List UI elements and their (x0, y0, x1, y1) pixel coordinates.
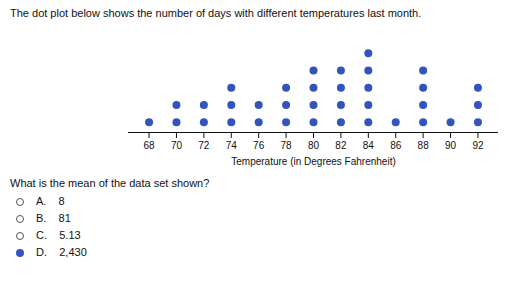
html-text:The dot plot below shows the n: The dot plot below shows the number of d… (10, 7, 422, 19)
svg-text:68: 68 (143, 140, 155, 151)
svg-text:80: 80 (308, 140, 320, 151)
svg-text:Temperature (in Degrees Fahren: Temperature (in Degrees Fahrenheit) (231, 156, 396, 167)
svg-text:72: 72 (198, 140, 210, 151)
svg-text:78: 78 (281, 140, 293, 151)
svg-text:74: 74 (226, 140, 238, 151)
svg-text:82: 82 (335, 140, 347, 151)
html-text:B. 81: B. 81 (36, 212, 71, 224)
svg-text:90: 90 (445, 140, 457, 151)
svg-text:86: 86 (390, 140, 402, 151)
svg-text:76: 76 (253, 140, 265, 151)
svg-text:92: 92 (472, 140, 484, 151)
html-text:What is the mean of the data s: What is the mean of the data set shown? (10, 177, 210, 189)
html-text:C. 5.13: C. 5.13 (36, 229, 81, 241)
svg-text:88: 88 (418, 140, 430, 151)
html-text:D. 2,430: D. 2,430 (36, 246, 87, 258)
svg-text:84: 84 (363, 140, 375, 151)
html-text:A. 8: A. 8 (36, 195, 65, 207)
svg-text:70: 70 (171, 140, 183, 151)
